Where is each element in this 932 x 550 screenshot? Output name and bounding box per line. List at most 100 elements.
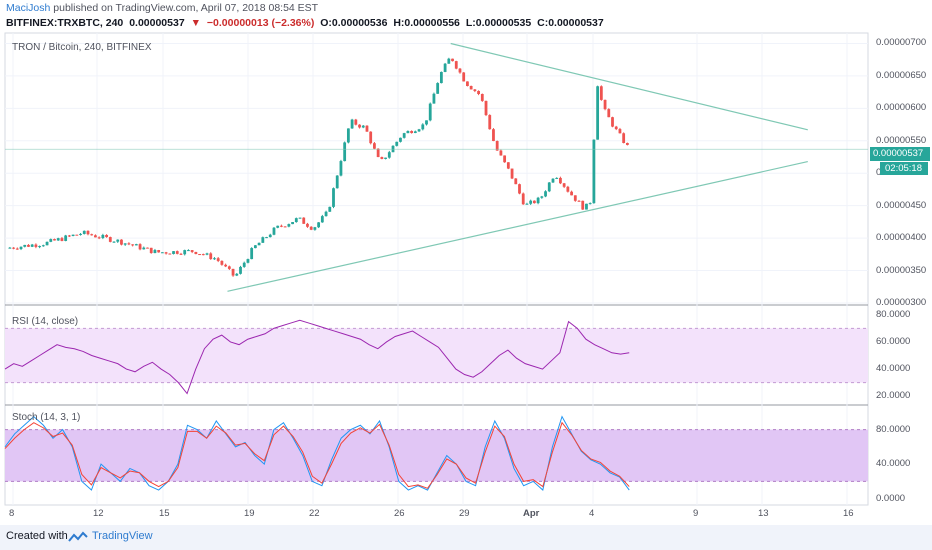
candle-body (227, 266, 231, 269)
candle-body (30, 244, 34, 247)
candle-body (198, 254, 201, 256)
rsi-tick-label: 80.0000 (876, 308, 911, 320)
candle-body (562, 183, 566, 187)
candle-body (346, 128, 350, 143)
price-tick-label: 0.00000450 (876, 199, 927, 211)
candle-body (45, 241, 49, 246)
candle-body (19, 246, 23, 250)
candle-body (265, 237, 268, 239)
candle-body (294, 218, 298, 223)
bar-countdown-badge: 02:05:18 (880, 162, 928, 175)
candle-body (339, 161, 343, 176)
low-value: L:0.00000535 (465, 17, 532, 29)
candle-body (320, 216, 324, 223)
candle-body (573, 195, 577, 201)
candle-body (559, 177, 562, 184)
candle-body (82, 230, 86, 234)
candle-body (462, 72, 466, 82)
candle-body (447, 58, 451, 64)
high-value: H:0.00000556 (393, 17, 460, 29)
candle-body (324, 211, 328, 217)
stoch-pane-title: Stoch (14, 3, 1) (12, 412, 81, 423)
candle-body (532, 200, 536, 204)
rsi-pane-title: RSI (14, close) (12, 316, 79, 327)
candle-body (268, 234, 272, 238)
candle-body (611, 117, 614, 127)
down-arrow-icon: ▼ (190, 17, 201, 29)
tradingview-link[interactable]: TradingView (92, 530, 153, 542)
candle-body (439, 71, 443, 84)
candle-body (53, 239, 56, 241)
rsi-line (4, 319, 630, 395)
stoch-k-line (4, 415, 630, 491)
candle-body (108, 237, 112, 242)
candle-body (473, 89, 477, 92)
candle-body (432, 93, 436, 104)
candle-body (529, 200, 533, 204)
candle-body (376, 148, 380, 158)
candle-body (302, 217, 306, 224)
candle-body (484, 100, 488, 116)
candle-body (190, 250, 194, 252)
candle-body (596, 86, 600, 140)
candle-body (380, 157, 384, 159)
candle-body (373, 143, 376, 149)
candle-body (67, 235, 71, 237)
candle-body (298, 217, 302, 219)
ohlc-line: BITFINEX:TRXBTC, 240 0.00000537 ▼ −0.000… (6, 17, 607, 29)
candle-body (261, 237, 265, 243)
trendline-lower (227, 160, 808, 292)
candle-body (168, 253, 172, 255)
price-pane-title: TRON / Bitcoin, 240, BITFINEX (12, 42, 152, 53)
candle-body (250, 248, 254, 260)
candle-body (105, 234, 108, 238)
candle-body (183, 250, 187, 255)
created-with-label: Created with (6, 530, 68, 542)
candle-body (116, 239, 120, 242)
candle-body (15, 248, 19, 250)
candle-body (75, 234, 79, 236)
rsi-tick-label: 20.0000 (876, 390, 911, 402)
footer-bar: Created with TradingView (0, 525, 932, 550)
rsi-tick-label: 40.0000 (876, 363, 911, 375)
candle-body (413, 131, 417, 134)
candle-body (387, 152, 391, 158)
candle-body (354, 119, 358, 125)
candle-body (425, 120, 428, 125)
candle-body (34, 244, 38, 247)
candle-body (8, 247, 12, 249)
candle-body (120, 239, 123, 245)
time-tick-label: 4 (589, 508, 595, 519)
time-tick-label: 29 (459, 508, 470, 519)
candle-body (313, 227, 317, 230)
author-link[interactable]: MaciJosh (6, 2, 51, 14)
candle-body (123, 243, 127, 245)
candle-body (101, 234, 105, 238)
price-tick-label: 0.00000350 (876, 264, 927, 276)
candle-body (350, 119, 354, 129)
price-tick-label: 0.00000600 (876, 102, 927, 114)
price-tick-label: 0.00000300 (876, 297, 927, 308)
candle-body (164, 252, 168, 254)
candle-body (555, 177, 559, 179)
candle-body (272, 227, 276, 235)
candle-body (187, 250, 190, 252)
candle-body (518, 184, 521, 194)
candle-body (49, 239, 53, 242)
candle-body (172, 251, 175, 254)
candle-body (607, 109, 611, 118)
price-tick-label: 0.00000650 (876, 69, 927, 81)
last-price-badge: 0.00000537 (870, 147, 930, 161)
candle-body (194, 251, 198, 255)
candle-body (201, 254, 205, 256)
price-tick-label: 0.00000400 (876, 232, 927, 244)
candle-body (56, 238, 60, 241)
candle-body (283, 226, 287, 228)
candle-body (253, 245, 257, 249)
candle-body (60, 238, 64, 241)
time-tick-label: 12 (93, 508, 104, 519)
candle-body (27, 244, 30, 247)
candle-body (160, 252, 164, 254)
candle-body (547, 182, 551, 192)
